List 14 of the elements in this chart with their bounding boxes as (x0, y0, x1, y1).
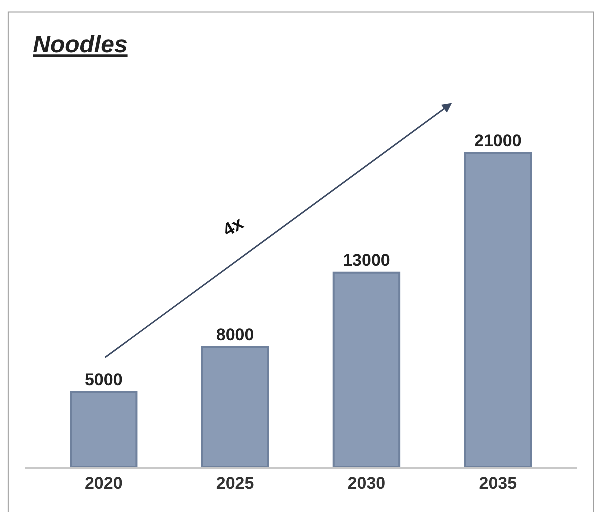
data-label: 21000 (474, 131, 522, 150)
x-tick-label: 2025 (216, 474, 254, 494)
data-label: 8000 (216, 326, 254, 345)
x-tick-label: 2035 (479, 474, 518, 494)
x-tick-label: 2020 (84, 474, 123, 494)
bar (70, 391, 138, 467)
data-label: 13000 (343, 250, 390, 270)
annotation: 4x (220, 213, 247, 240)
data-label: 5000 (84, 370, 123, 390)
bar (201, 346, 270, 467)
x-tick-label: 2030 (348, 474, 386, 494)
chart-title: Noodles (33, 32, 128, 59)
bar (332, 272, 401, 467)
bar (464, 152, 532, 467)
